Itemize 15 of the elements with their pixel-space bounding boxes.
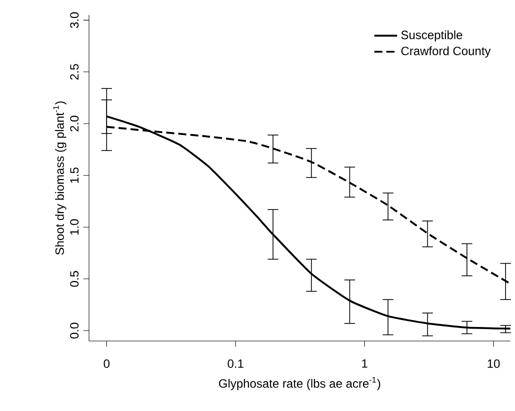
y-tick-label: 1.0 bbox=[70, 219, 79, 235]
legend-label: Crawford County bbox=[401, 46, 491, 58]
y-tick-label: 2.0 bbox=[70, 116, 79, 132]
x-tick-label: 0 bbox=[104, 359, 110, 368]
y-axis-title: Shoot dry biomass (g plant$^{-1}$) bbox=[53, 101, 66, 255]
y-tick-label: 0.5 bbox=[70, 271, 79, 287]
y-tick-label: 2.5 bbox=[70, 64, 79, 80]
x-tick-label: 10 bbox=[488, 359, 500, 368]
x-tick-label: 1 bbox=[362, 359, 368, 368]
y-tick-label: 3.0 bbox=[70, 12, 79, 28]
x-tick-label: 0.1 bbox=[228, 359, 244, 368]
y-tick-label: 1.5 bbox=[70, 168, 79, 183]
x-axis-title: Glyphosate rate (lbs ae acre$^{-1}$) bbox=[219, 377, 380, 390]
legend-label: Susceptible bbox=[401, 30, 462, 42]
y-tick-label: 0.0 bbox=[70, 322, 79, 339]
